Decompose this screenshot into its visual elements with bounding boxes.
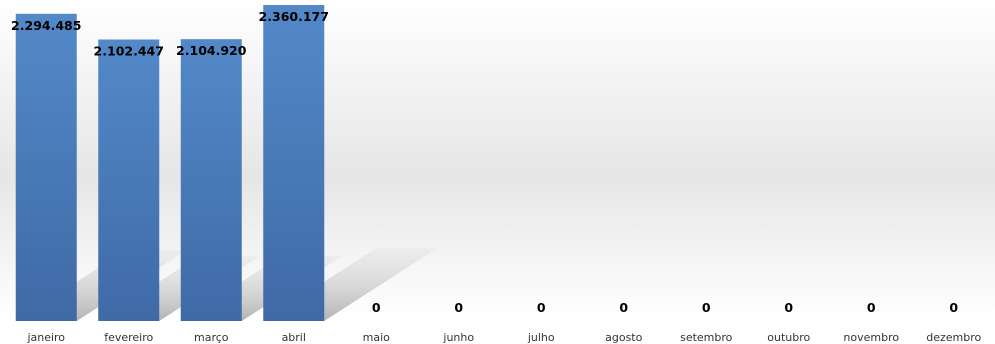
data-label: 0 [949, 300, 958, 315]
x-tick-label: agosto [605, 331, 642, 344]
x-tick-label: julho [527, 331, 555, 344]
data-label: 2.360.177 [259, 9, 329, 24]
data-label: 0 [867, 300, 876, 315]
x-tick-label: fevereiro [104, 331, 153, 344]
x-tick-label: setembro [680, 331, 733, 344]
x-tick-label: maio [363, 331, 391, 344]
data-label: 0 [784, 300, 793, 315]
data-label: 0 [454, 300, 463, 315]
data-label: 0 [619, 300, 628, 315]
data-label: 0 [372, 300, 381, 315]
data-label: 0 [537, 300, 546, 315]
data-label: 2.294.485 [11, 18, 81, 33]
x-tick-label: novembro [843, 331, 899, 344]
data-label: 2.104.920 [176, 43, 247, 58]
plot-background [0, 0, 995, 320]
bar-fevereiro [98, 39, 160, 322]
x-tick-label: junho [442, 331, 474, 344]
x-tick-label: março [194, 331, 229, 344]
bar-abril [263, 5, 325, 321]
x-tick-label: outubro [767, 331, 810, 344]
data-labels: 2.294.485 2.102.447 2.104.920 2.360.177 0 0 0 0… [11, 9, 958, 315]
data-label: 0 [702, 300, 711, 315]
x-tick-label: abril [282, 331, 306, 344]
x-tick-label: dezembro [926, 331, 981, 344]
data-label: 2.102.447 [94, 44, 164, 59]
bar-janeiro [15, 13, 77, 322]
bar-março [180, 39, 242, 322]
x-axis-tick-labels: janeiro fevereiro março abril maio junho julho… [26, 331, 981, 344]
x-tick-label: janeiro [26, 331, 65, 344]
bars [15, 5, 325, 322]
